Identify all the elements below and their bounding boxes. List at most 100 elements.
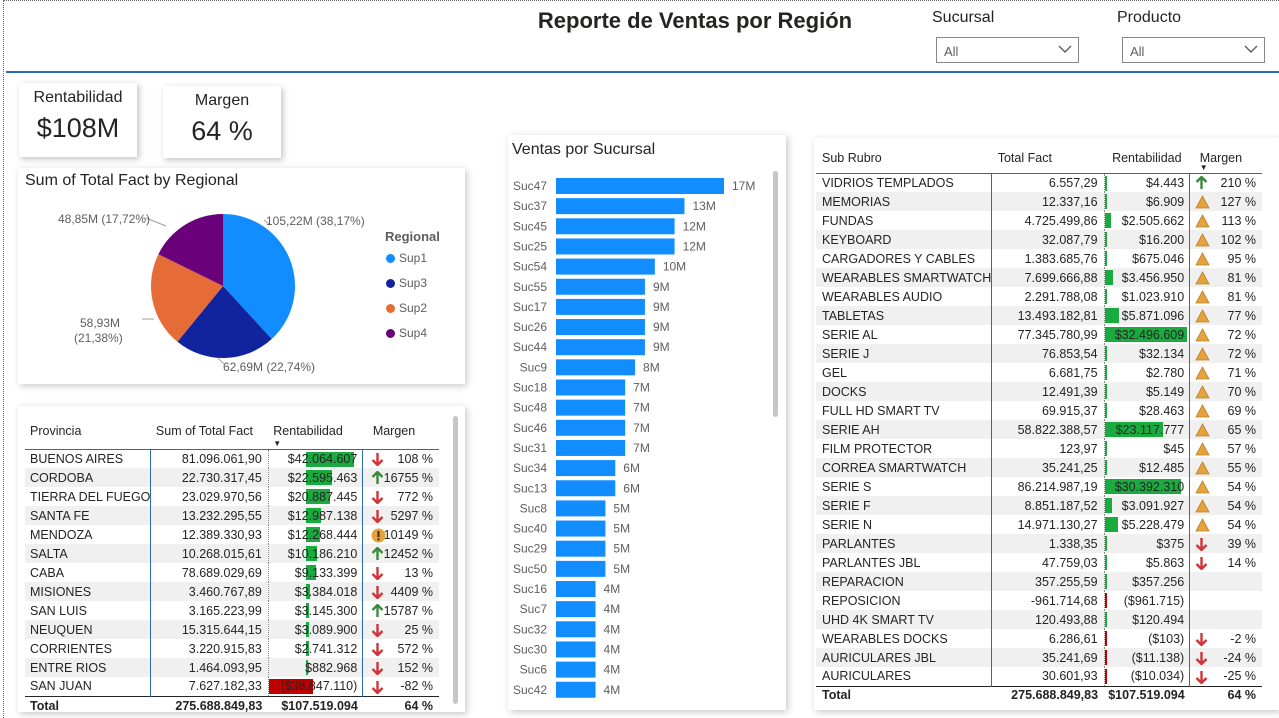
- table-row[interactable]: KEYBOARD 32.087,79 $16.200 102 %: [816, 230, 1262, 249]
- bar-suc29[interactable]: [556, 540, 606, 557]
- table-row[interactable]: BUENOS AIRES 81.096.061,90 $42.064.607 108 …: [25, 449, 439, 468]
- table-row[interactable]: AURICULARES 30.601,93 ($10.034) -25 %: [816, 667, 1262, 686]
- margen-card[interactable]: Margen 64 %: [163, 86, 281, 158]
- bar-suc34[interactable]: [556, 460, 616, 477]
- table-row[interactable]: PARLANTES 1.338,35 $375 39 %: [816, 534, 1262, 553]
- pie-chart[interactable]: [18, 168, 465, 384]
- table-row[interactable]: MEMORIAS 12.337,16 $6.909 127 %: [816, 192, 1262, 211]
- subrubro-table-panel[interactable]: Sub Rubro Total Fact Rentabilidad ▼ Margen VI…: [814, 138, 1279, 710]
- bar-suc26[interactable]: [556, 319, 645, 336]
- table-row[interactable]: FUNDAS 4.725.499,86 $2.505.662 113 %: [816, 211, 1262, 230]
- table-row[interactable]: SERIE S 86.214.987,19 $30.392.310 54 %: [816, 477, 1262, 496]
- bar-value-label: 7M: [633, 381, 650, 395]
- rentabilidad-card[interactable]: Rentabilidad $108M: [19, 83, 137, 157]
- table-row[interactable]: PARLANTES JBL 47.759,03 $5.863 14 %: [816, 553, 1262, 572]
- table-row[interactable]: SERIE J 76.853,54 $32.134 72 %: [816, 344, 1262, 363]
- table-row[interactable]: SERIE AH 58.822.388,57 $23.117.777 65 %: [816, 420, 1262, 439]
- provincia-table-panel[interactable]: Provincia Sum of Total Fact ▼ Rentabilidad M…: [18, 406, 465, 715]
- bar-suc6[interactable]: [556, 661, 596, 678]
- table-row[interactable]: SANTA FE 13.232.295,55 $12.987.138 5297 %: [25, 506, 439, 525]
- table-row[interactable]: CARGADORES Y CABLES 1.383.685,76 $675.046 9…: [816, 249, 1262, 268]
- bar-suc54[interactable]: [556, 258, 655, 275]
- table-row[interactable]: REPOSICION -961.714,68 ($961.715): [816, 591, 1262, 610]
- provincia-table[interactable]: Provincia Sum of Total Fact ▼ Rentabilidad M…: [25, 413, 439, 715]
- subrubro-table[interactable]: Sub Rubro Total Fact Rentabilidad ▼ Margen VI…: [816, 143, 1262, 704]
- pie-slice-sup3[interactable]: [177, 286, 272, 358]
- bar-suc44[interactable]: [556, 339, 645, 356]
- table-row[interactable]: NEUQUEN 15.315.644,15 $3.089.900 25 %: [25, 620, 439, 639]
- pie-slice-sup2[interactable]: [150, 254, 223, 342]
- table-row[interactable]: TABLETAS 13.493.182,81 $5.871.096 77 %: [816, 306, 1262, 325]
- bar-chart-scrollbar[interactable]: [773, 171, 778, 417]
- table-row[interactable]: CORDOBA 22.730.317,45 $22.595.463 16755 %: [25, 468, 439, 487]
- column-header[interactable]: ▼ Margen: [1189, 143, 1262, 174]
- table-row[interactable]: WEARABLES DOCKS 6.286,61 ($103) -2 %: [816, 629, 1262, 648]
- table-row[interactable]: TIERRA DEL FUEGO 23.029.970,56 $20.887.445…: [25, 487, 439, 506]
- table-row[interactable]: DOCKS 12.491,39 $5.149 70 %: [816, 382, 1262, 401]
- sucursal-dropdown[interactable]: All: [936, 37, 1079, 63]
- bar-suc30[interactable]: [556, 641, 596, 658]
- bar-suc40[interactable]: [556, 520, 606, 537]
- bar-suc16[interactable]: [556, 581, 596, 597]
- bar-suc48[interactable]: [556, 399, 626, 416]
- table-row[interactable]: WEARABLES SMARTWATCH 7.699.666,88 $3.456.9…: [816, 268, 1262, 287]
- table-row[interactable]: REPARACION 357.255,59 $357.256: [816, 572, 1262, 591]
- pie-legend-item-sup3[interactable]: Sup3: [386, 276, 427, 290]
- provincia-table-scrollbar[interactable]: [453, 416, 458, 704]
- bar-suc8[interactable]: [556, 500, 606, 517]
- table-row[interactable]: CORRIENTES 3.220.915,83 $2.741.312 572 %: [25, 639, 439, 658]
- column-header[interactable]: Sum of Total Fact: [150, 413, 269, 450]
- table-row[interactable]: FULL HD SMART TV 69.915,37 $28.463 69 %: [816, 401, 1262, 420]
- table-row[interactable]: MENDOZA 12.389.330,93 $12.268.444 10149 %: [25, 525, 439, 544]
- bar-suc32[interactable]: [556, 621, 596, 638]
- column-header[interactable]: ▼ Rentabilidad: [268, 413, 363, 450]
- table-row[interactable]: SERIE F 8.851.187,52 $3.091.927 54 %: [816, 496, 1262, 515]
- bar-suc46[interactable]: [556, 419, 626, 436]
- table-row[interactable]: CABA 78.689.029,69 $9.133.399 13 %: [25, 563, 439, 582]
- table-row[interactable]: SAN JUAN 7.627.182,33 ($38.847.110) -82 %: [25, 677, 439, 696]
- bar-suc13[interactable]: [556, 480, 616, 497]
- column-header[interactable]: Rentabilidad: [1104, 143, 1190, 174]
- table-row[interactable]: WEARABLES AUDIO 2.291.788,08 $1.023.910 81 …: [816, 287, 1262, 306]
- bar-suc50[interactable]: [556, 560, 606, 577]
- bar-suc25[interactable]: [556, 238, 675, 255]
- pie-legend-item-sup2[interactable]: Sup2: [386, 301, 427, 315]
- table-row[interactable]: FILM PROTECTOR 123,97 $45 57 %: [816, 439, 1262, 458]
- bar-suc47[interactable]: [556, 178, 724, 194]
- producto-dropdown[interactable]: All: [1122, 37, 1265, 63]
- pie-slice-sup4[interactable]: [158, 214, 223, 286]
- table-row[interactable]: MISIONES 3.460.767,89 $3.384.018 4409 %: [25, 582, 439, 601]
- bar-suc42[interactable]: [556, 681, 596, 698]
- sucursal-slicer[interactable]: Sucursal All: [932, 9, 1082, 69]
- bar-suc17[interactable]: [556, 298, 645, 315]
- bar-suc55[interactable]: [556, 278, 645, 295]
- bar-suc37[interactable]: [556, 198, 685, 215]
- column-header[interactable]: Total Fact: [991, 143, 1105, 174]
- table-row[interactable]: VIDRIOS TEMPLADOS 6.557,29 $4.443 210 %: [816, 173, 1262, 192]
- pie-chart-panel[interactable]: Sum of Total Fact by Regional 105,22M (3…: [18, 168, 465, 384]
- bar-suc31[interactable]: [556, 439, 626, 456]
- pie-legend-item-sup1[interactable]: Sup1: [386, 251, 427, 265]
- bar-suc7[interactable]: [556, 601, 596, 618]
- column-header[interactable]: Sub Rubro: [816, 143, 992, 174]
- table-row[interactable]: SERIE N 14.971.130,27 $5.228.479 54 %: [816, 515, 1262, 534]
- bar-chart[interactable]: Suc47 17M Suc37 13M Suc45 12M Suc25 12M Suc54 10M…: [508, 135, 786, 710]
- producto-slicer[interactable]: Producto All: [1117, 9, 1267, 69]
- table-row[interactable]: SALTA 10.268.015,61 $10.186.210 12452 %: [25, 544, 439, 563]
- column-header[interactable]: Provincia: [25, 413, 151, 450]
- table-row[interactable]: GEL 6.681,75 $2.780 71 %: [816, 363, 1262, 382]
- pie-slice-sup1[interactable]: [223, 214, 295, 339]
- table-row[interactable]: AURICULARES JBL 35.241,69 ($11.138) -24 %: [816, 648, 1262, 667]
- bar-suc18[interactable]: [556, 379, 626, 396]
- bar-suc45[interactable]: [556, 218, 675, 235]
- table-row[interactable]: UHD 4K SMART TV 120.493,88 $120.494: [816, 610, 1262, 629]
- bar-suc9[interactable]: [556, 359, 636, 376]
- row-label: FILM PROTECTOR: [816, 439, 993, 458]
- pie-legend-item-sup4[interactable]: Sup4: [386, 326, 427, 340]
- table-row[interactable]: SAN LUIS 3.165.223,99 $3.145.300 15787 %: [25, 601, 439, 620]
- table-row[interactable]: ENTRE RIOS 1.464.093,95 $882.968 152 %: [25, 658, 439, 677]
- table-row[interactable]: SERIE AL 77.345.780,99 $32.496.609 72 %: [816, 325, 1262, 344]
- table-row[interactable]: CORREA SMARTWATCH 35.241,25 $12.485 55 %: [816, 458, 1262, 477]
- column-header[interactable]: Margen: [362, 413, 439, 450]
- bar-chart-panel[interactable]: Ventas por Sucursal Suc47 17M Suc37 13M Suc4…: [508, 135, 786, 710]
